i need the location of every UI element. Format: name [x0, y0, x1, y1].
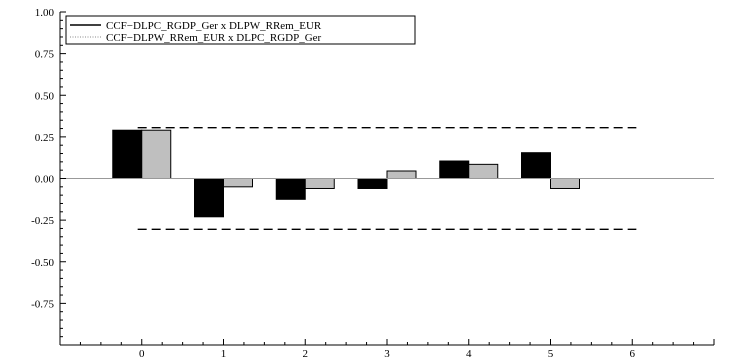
legend-label-series-1: CCF−DLPC_RGDP_Ger x DLPW_RRem_EUR — [106, 20, 322, 32]
bar-series-2-lag-2 — [304, 178, 335, 189]
legend-label-series-2: CCF−DLPW_RRem_EUR x DLPC_RGDP_Ger — [106, 32, 322, 44]
bar-series-1-lag-1 — [194, 178, 224, 218]
x-tick-label: 4 — [466, 348, 472, 358]
x-tick-label: 2 — [303, 348, 309, 358]
bar-series-1-lag-2 — [275, 178, 306, 200]
bar-series-2-lag-1 — [223, 178, 253, 188]
x-tick-label: 0 — [139, 348, 145, 358]
y-tick-label: 1.00 — [35, 7, 55, 19]
x-tick-label: 1 — [221, 348, 227, 358]
y-tick-label: 0.00 — [35, 174, 55, 186]
legend-box — [65, 15, 416, 45]
bar-series-2-lag-0 — [141, 129, 172, 179]
x-tick-label: 3 — [384, 348, 390, 358]
bar-series-2-lag-5 — [550, 178, 580, 189]
bar-series-2-lag-3 — [386, 170, 417, 180]
y-tick-label: 0.50 — [35, 90, 55, 102]
bar-series-1-lag-5 — [521, 152, 551, 180]
bar-series-1-lag-3 — [357, 178, 388, 189]
y-tick-label: -0.25 — [31, 215, 54, 227]
x-tick-label: 5 — [548, 348, 554, 358]
y-tick-label: -0.75 — [31, 298, 54, 310]
y-tick-label: 0.25 — [35, 132, 55, 144]
y-tick-label: -0.50 — [31, 257, 54, 269]
bar-series-1-lag-4 — [439, 160, 470, 180]
x-tick-label: 6 — [630, 348, 636, 358]
bar-series-1-lag-0 — [112, 129, 143, 179]
bar-series-2-lag-4 — [468, 163, 499, 180]
y-tick-label: 0.75 — [35, 49, 55, 61]
